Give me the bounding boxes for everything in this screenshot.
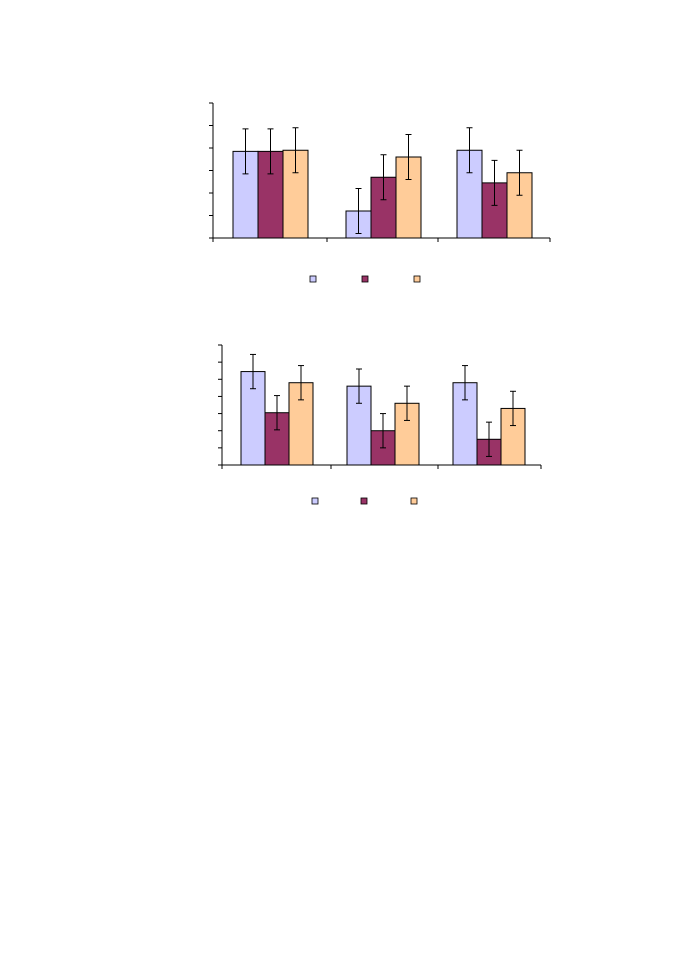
legend-swatch [360, 497, 368, 505]
chart-top [209, 102, 551, 283]
legend-swatch [410, 497, 418, 505]
chart-bottom [218, 344, 542, 505]
legend-swatch [311, 497, 319, 505]
legend-swatch [309, 275, 317, 283]
bar [394, 402, 420, 466]
legend-swatch [361, 275, 369, 283]
legend-swatch [413, 275, 421, 283]
